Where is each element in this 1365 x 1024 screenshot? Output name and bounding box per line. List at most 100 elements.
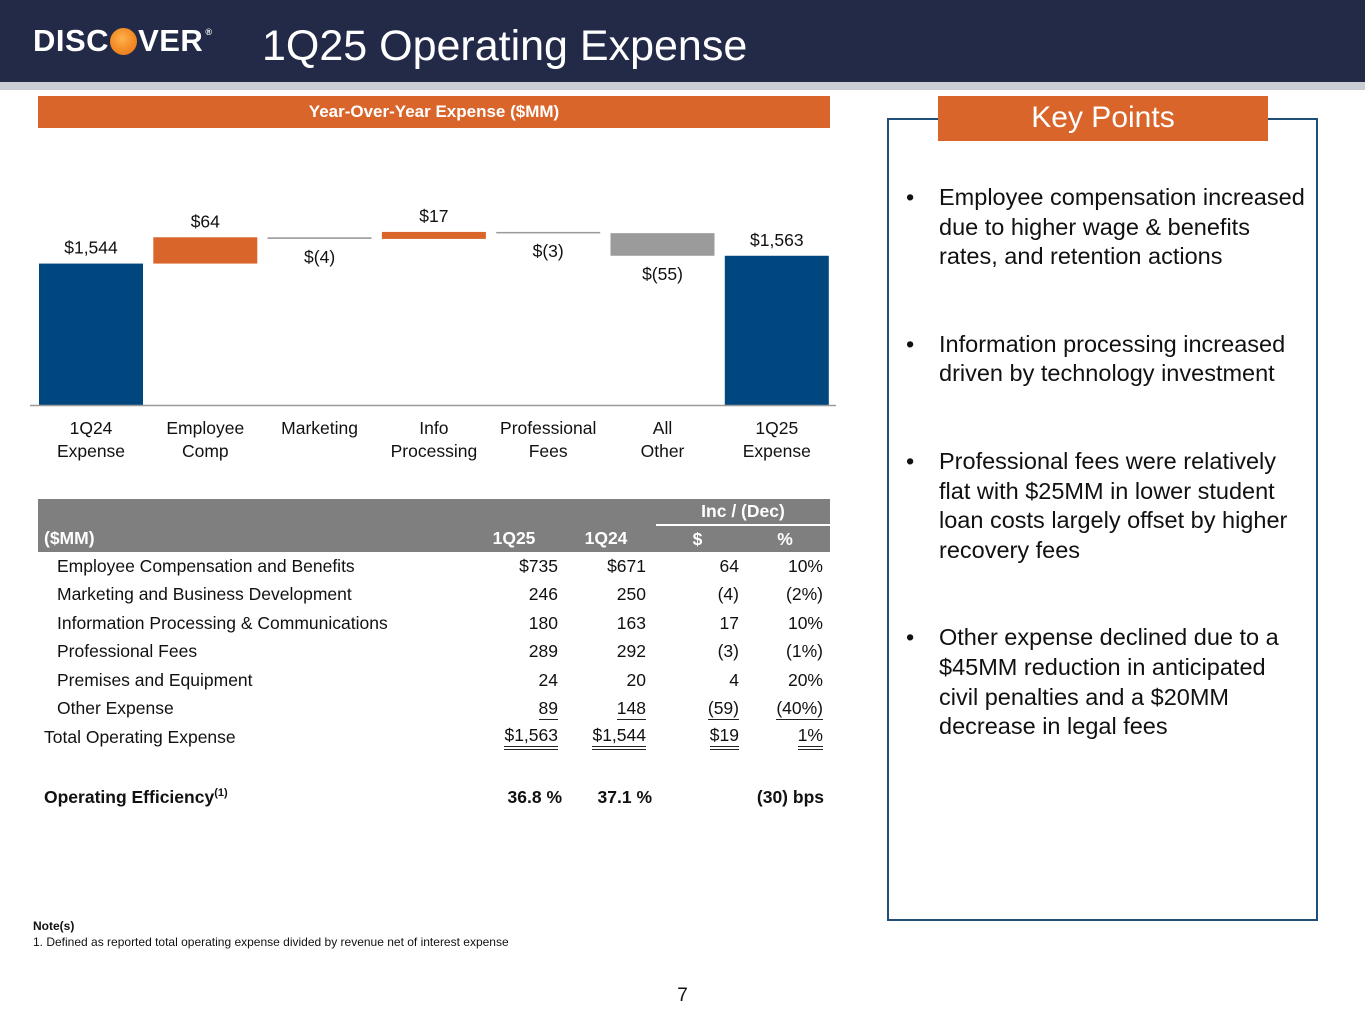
col-header-label: ($MM) (38, 525, 470, 552)
table-row: Other Expense 89 148 (59) (40%) (38, 695, 830, 724)
row-1q25: 180 (528, 612, 558, 633)
waterfall-chart: $1,544 1Q24 Expense $64 Employee Comp $(4) Mark… (30, 206, 836, 461)
efficiency-footnote-ref: (1) (214, 787, 228, 800)
bullet-icon: • (906, 330, 915, 357)
row-label: Employee Compensation and Benefits (57, 555, 355, 576)
col-header-dollar: $ (656, 525, 747, 552)
logo-text-right: VER (138, 23, 204, 58)
key-point-text: Professional fees were relatively flat w… (939, 447, 1288, 563)
logo-registered-mark: ® (205, 27, 213, 37)
category-label-6-1: Expense (743, 441, 811, 461)
efficiency-row: Operating Efficiency(1) 36.8 % 37.1 % (3… (38, 783, 830, 813)
row-pct: 20% (787, 669, 823, 690)
bar-6 (724, 255, 829, 405)
data-label-5: $(55) (642, 264, 683, 284)
table-row: Employee Compensation and Benefits $735 $6… (38, 552, 830, 581)
efficiency-change: (30) bps (756, 787, 824, 807)
discover-logo: DISC VER ® (33, 23, 213, 58)
table-row: Marketing and Business Development 246 250… (38, 581, 830, 610)
key-point-text: Employee compensation increased due to h… (939, 184, 1305, 270)
row-1q25: 24 (538, 669, 558, 690)
row-inc: (4) (717, 584, 739, 605)
row-inc: (3) (717, 641, 739, 662)
bullet-icon: • (906, 447, 915, 474)
table-row: Information Processing & Communications 1… (38, 609, 830, 638)
col-header-1q24: 1Q24 (566, 525, 656, 552)
row-pct: 10% (787, 555, 823, 576)
category-label-1-0: Employee (166, 418, 244, 438)
header-bar: DISC VER ® 1Q25 Operating Expense (0, 0, 1365, 82)
bar-2 (267, 237, 372, 239)
key-point-item: • Other expense declined due to a $45MM r… (906, 623, 1311, 741)
chart-banner: Year-Over-Year Expense ($MM) (38, 96, 830, 128)
row-1q24: 250 (616, 584, 646, 605)
logo-orange-dot-icon (110, 27, 138, 55)
bar-1 (153, 237, 258, 264)
row-inc: 17 (719, 612, 739, 633)
notes-heading: Note(s) (33, 919, 75, 933)
row-label: Marketing and Business Development (57, 584, 352, 605)
total-1q24: $1,544 (592, 725, 646, 750)
total-label: Total Operating Expense (44, 726, 236, 747)
efficiency-label: Operating Efficiency (44, 787, 215, 807)
row-1q25: 246 (528, 584, 558, 605)
bar-3 (381, 231, 486, 239)
table-group-header-row: Inc / (Dec) (38, 499, 830, 526)
expense-table: Inc / (Dec) ($MM) 1Q25 1Q24 $ % Employee… (38, 499, 830, 813)
key-point-item: • Employee compensation increased due to … (906, 183, 1311, 272)
data-label-4: $(3) (533, 241, 564, 261)
total-inc: $19 (709, 725, 739, 750)
row-pct: (40%) (776, 697, 823, 720)
row-label: Premises and Equipment (57, 669, 253, 690)
row-1q25: $735 (519, 555, 558, 576)
key-point-text: Information processing increased driven … (939, 330, 1286, 387)
row-1q24: 148 (616, 697, 646, 720)
category-label-0-0: 1Q24 (70, 418, 113, 438)
page-title: 1Q25 Operating Expense (262, 22, 748, 70)
row-inc: (59) (707, 697, 739, 720)
row-1q24: 292 (616, 641, 646, 662)
bullet-icon: • (906, 184, 915, 210)
row-1q24: $671 (607, 555, 646, 576)
category-label-4-0: Professional (500, 418, 596, 438)
category-label-5-1: Other (641, 441, 685, 461)
category-label-3-1: Processing (391, 441, 478, 461)
row-1q25: 89 (538, 697, 558, 720)
category-label-6-0: 1Q25 (755, 418, 798, 438)
row-1q24: 20 (626, 669, 646, 690)
key-points-list: • Employee compensation increased due to … (906, 183, 1311, 800)
key-point-text: Other expense declined due to a $45MM re… (939, 624, 1279, 740)
data-label-6: $1,563 (750, 230, 804, 250)
row-label: Information Processing & Communications (57, 612, 388, 633)
row-pct: (1%) (786, 641, 823, 662)
category-label-1-1: Comp (182, 441, 229, 461)
table-row: Professional Fees 289 292 (3) (1%) (38, 638, 830, 667)
data-label-2: $(4) (304, 247, 335, 267)
category-label-2-0: Marketing (281, 418, 358, 438)
row-inc: 4 (729, 669, 739, 690)
table-header-row: ($MM) 1Q25 1Q24 $ % (38, 525, 830, 552)
col-header-1q25: 1Q25 (470, 525, 566, 552)
row-1q24: 163 (616, 612, 646, 633)
inc-dec-header: Inc / (Dec) (656, 499, 830, 526)
efficiency-1q24: 37.1 % (597, 787, 652, 807)
data-label-1: $64 (191, 211, 220, 231)
key-points-title: Key Points (938, 96, 1268, 141)
efficiency-1q25: 36.8 % (507, 787, 562, 807)
total-1q25: $1,563 (504, 725, 558, 750)
data-label-0: $1,544 (64, 238, 118, 258)
table-total-row: Total Operating Expense $1,563 $1,544 $1… (38, 723, 830, 752)
key-point-item: • Information processing increased driven… (906, 330, 1311, 389)
bullet-icon: • (906, 624, 915, 651)
logo-text-left: DISC (33, 23, 110, 58)
note-item: 1. Defined as reported total operating e… (33, 935, 509, 949)
bar-5 (610, 233, 715, 256)
category-label-0-1: Expense (57, 441, 125, 461)
key-point-item: • Professional fees were relatively flat … (906, 447, 1311, 565)
row-pct: 10% (787, 612, 823, 633)
table-row: Premises and Equipment 24 20 4 20% (38, 666, 830, 695)
category-label-5-0: All (653, 418, 672, 438)
row-pct: (2%) (786, 584, 823, 605)
category-label-4-1: Fees (529, 441, 568, 461)
row-label: Other Expense (57, 698, 174, 719)
